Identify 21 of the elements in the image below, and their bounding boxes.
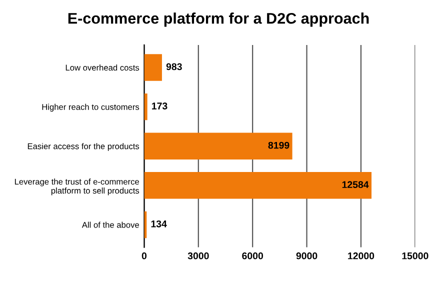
x-tick-label: 0 [142, 252, 147, 260]
data-label: 8199 [268, 142, 290, 149]
x-tick-label: 6000 [242, 252, 264, 260]
y-tick-label: Easier access for the products [28, 143, 140, 151]
bar [144, 132, 292, 160]
chart-title: E-commerce platform for a D2C approach [68, 12, 369, 27]
x-tick-label: 3000 [188, 252, 209, 260]
y-tick-label: Low overhead costs [66, 64, 140, 71]
x-tick-label: 9000 [296, 252, 318, 260]
y-tick-label: Higher reach to customers [42, 104, 140, 112]
bar [144, 172, 372, 199]
data-label: 134 [151, 220, 167, 228]
y-tick-label: All of the above [82, 222, 139, 228]
bar [144, 93, 148, 120]
x-tick-label: 15000 [402, 252, 428, 260]
x-tick-label: 12000 [348, 252, 374, 260]
data-label: 173 [152, 102, 168, 110]
y-tick-label: Leverage the trust of e-commerce platform to sell products [14, 178, 140, 196]
data-label: 983 [166, 63, 182, 70]
data-label: 12584 [342, 181, 369, 188]
bar [144, 54, 162, 81]
